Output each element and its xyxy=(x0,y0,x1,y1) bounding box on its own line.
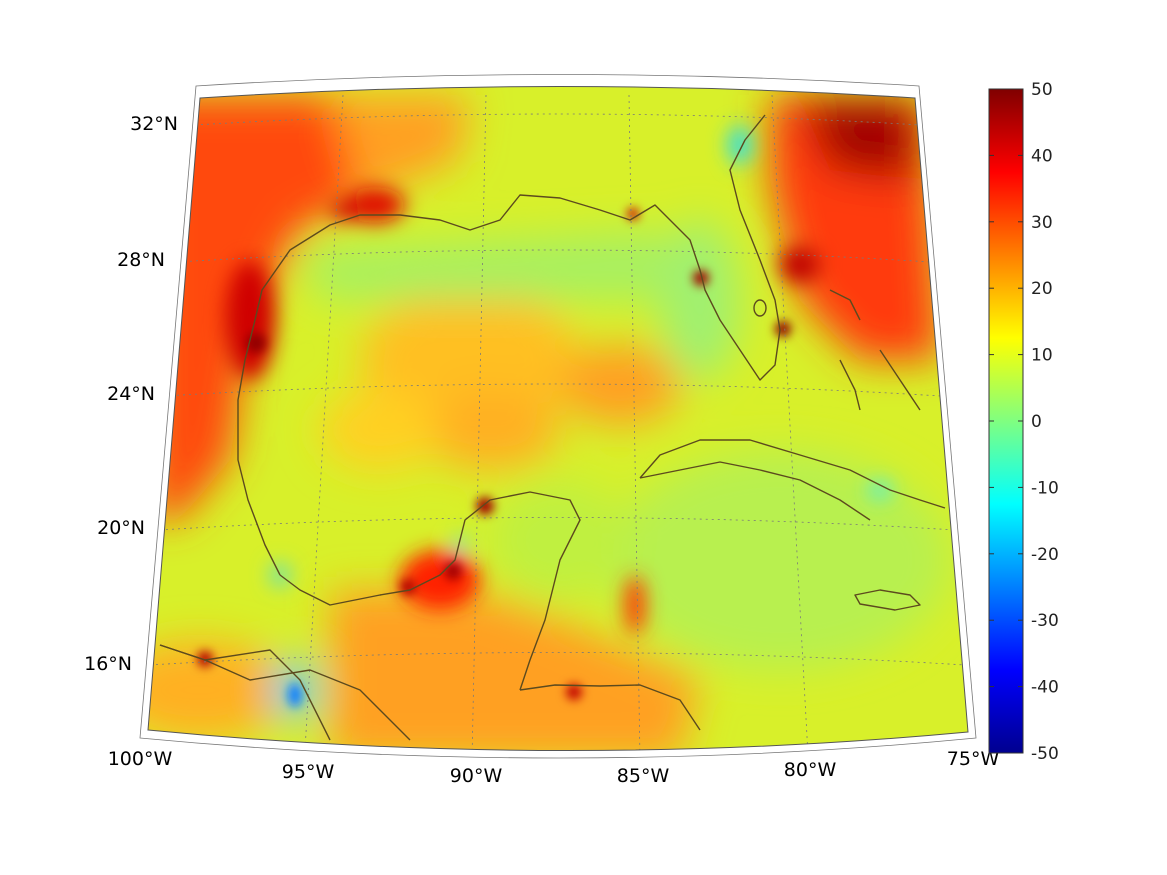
lon-tick-90w: 90°W xyxy=(450,765,503,787)
colorbar-tick-label: -10 xyxy=(1031,478,1059,498)
colorbar-tick-label: 0 xyxy=(1031,412,1042,432)
lat-tick-32n: 32°N xyxy=(130,113,178,135)
colorbar-tick-label: -40 xyxy=(1031,678,1059,698)
colorbar-tick-label: 20 xyxy=(1031,279,1053,299)
colorbar-tick-label: 30 xyxy=(1031,213,1053,233)
lon-tick-80w: 80°W xyxy=(784,759,837,781)
lon-tick-85w: 85°W xyxy=(617,765,670,787)
colorbar-tick-label: 10 xyxy=(1031,346,1053,366)
data-field xyxy=(148,86,968,751)
graticule xyxy=(149,94,966,751)
colorbar-ticks: 50 40 30 20 10 0 -10 -20 -30 -40 -50 xyxy=(989,80,1059,764)
lon-tick-95w: 95°W xyxy=(282,761,335,783)
colorbar-gradient xyxy=(988,88,1024,754)
colorbar-tick-label: -50 xyxy=(1031,744,1059,764)
lon-ticks: 100°W 95°W 90°W 85°W 80°W 75°W xyxy=(108,748,1000,787)
map-frame-outer xyxy=(139,74,977,759)
lon-tick-75w: 75°W xyxy=(947,748,1000,770)
lat-ticks: 32°N 28°N 24°N 20°N 16°N xyxy=(84,113,178,675)
colorbar-tick-label: 40 xyxy=(1031,146,1053,166)
lat-tick-28n: 28°N xyxy=(117,249,165,271)
lat-tick-20n: 20°N xyxy=(97,517,145,539)
colorbar-tick-label: 50 xyxy=(1031,80,1053,100)
map-frame xyxy=(147,86,969,752)
lon-tick-100w: 100°W xyxy=(108,748,173,770)
lat-tick-16n: 16°N xyxy=(84,653,132,675)
colorbar-tick-label: -30 xyxy=(1031,611,1059,631)
colorbar: 50 40 30 20 10 0 -10 -20 -30 -40 -50 xyxy=(988,80,1059,764)
lat-tick-24n: 24°N xyxy=(107,383,155,405)
coastlines xyxy=(159,114,946,741)
colorbar-tick-label: -20 xyxy=(1031,545,1059,565)
